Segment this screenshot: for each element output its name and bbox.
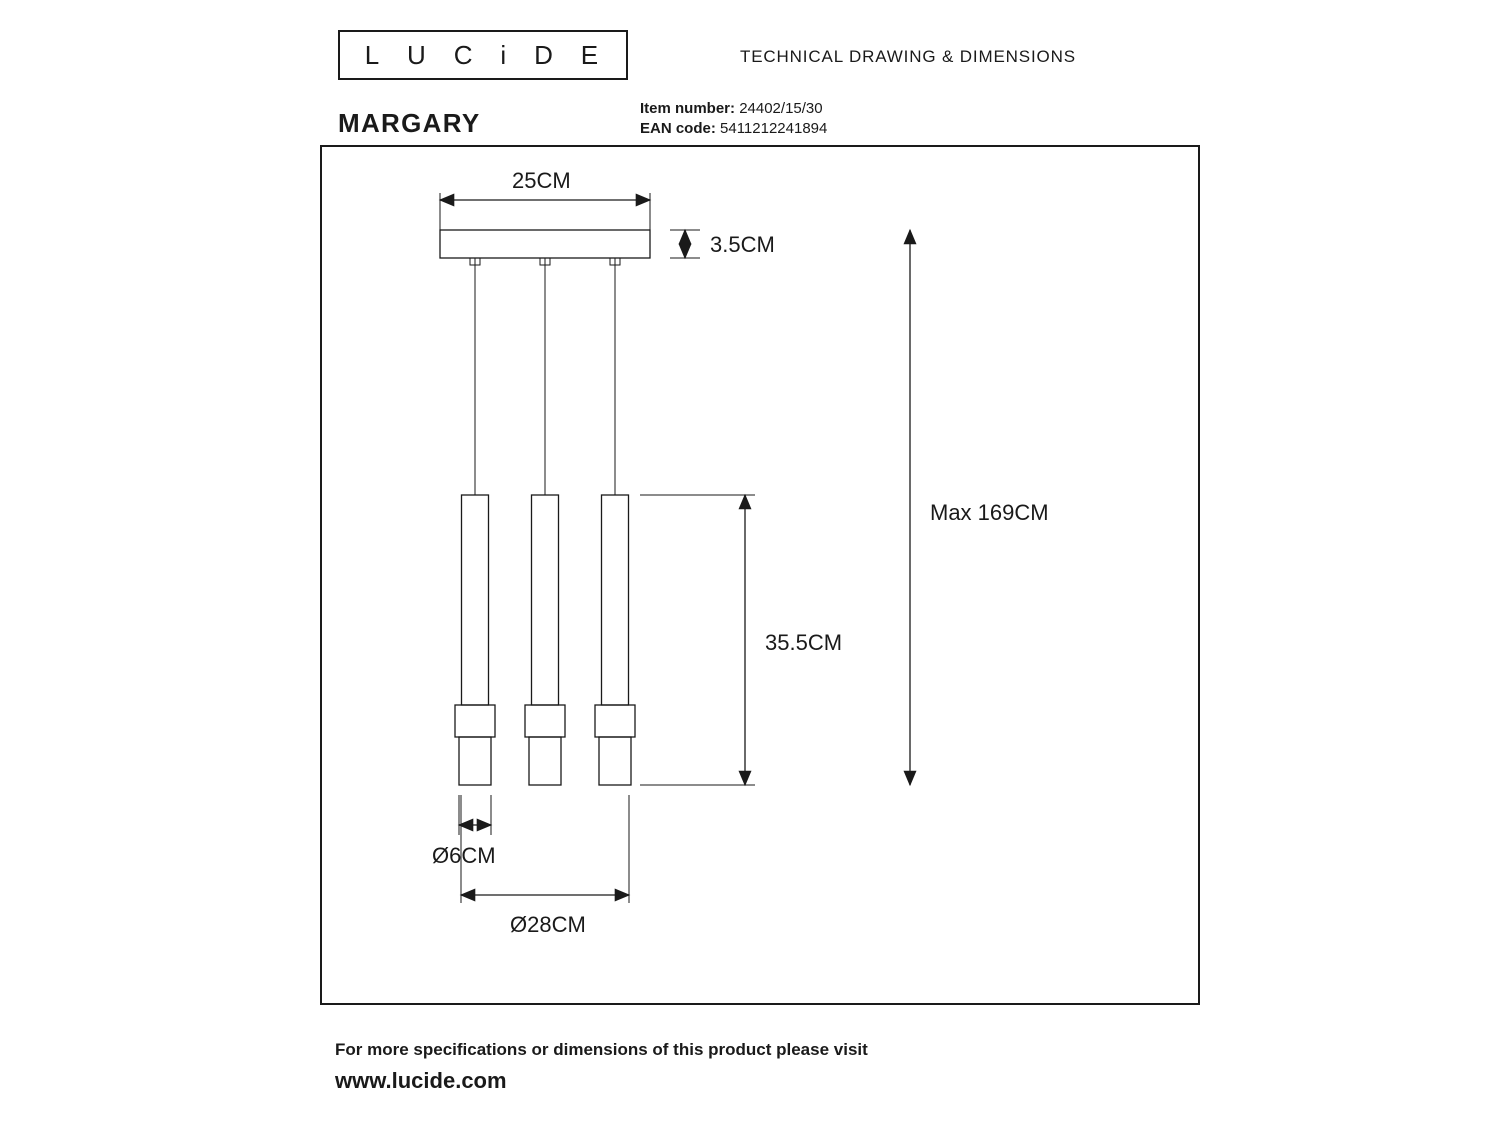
logo-letter: E (581, 40, 602, 71)
logo-letter: U (407, 40, 429, 71)
footer-text: For more specifications or dimensions of… (335, 1040, 868, 1060)
logo-letter: I (500, 40, 509, 71)
brand-logo: L U C I D E (338, 30, 628, 80)
logo-letter: D (534, 40, 556, 71)
dim-max-height: Max 169CM (930, 500, 1049, 526)
dim-canopy-height: 3.5CM (710, 232, 775, 258)
technical-drawing (320, 145, 1200, 1005)
ean-value: 5411212241894 (720, 120, 827, 137)
logo-letter: L (365, 40, 383, 71)
dim-pendant-height: 35.5CM (765, 630, 842, 656)
item-number-line: Item number: 24402/15/30 (640, 100, 823, 117)
item-number-label: Item number: (640, 100, 735, 117)
item-number-value: 24402/15/30 (739, 100, 822, 117)
dim-spread-diameter: Ø28CM (510, 912, 586, 938)
dim-canopy-width: 25CM (512, 168, 571, 194)
dim-pendant-diameter: Ø6CM (432, 843, 496, 869)
ean-line: EAN code: 5411212241894 (640, 120, 827, 137)
header-title: TECHNICAL DRAWING & DIMENSIONS (740, 47, 1076, 67)
logo-letter: C (454, 40, 476, 71)
ean-label: EAN code: (640, 120, 716, 137)
footer-url: www.lucide.com (335, 1068, 507, 1094)
product-name: MARGARY (338, 108, 480, 139)
page: L U C I D E TECHNICAL DRAWING & DIMENSIO… (0, 0, 1500, 1125)
